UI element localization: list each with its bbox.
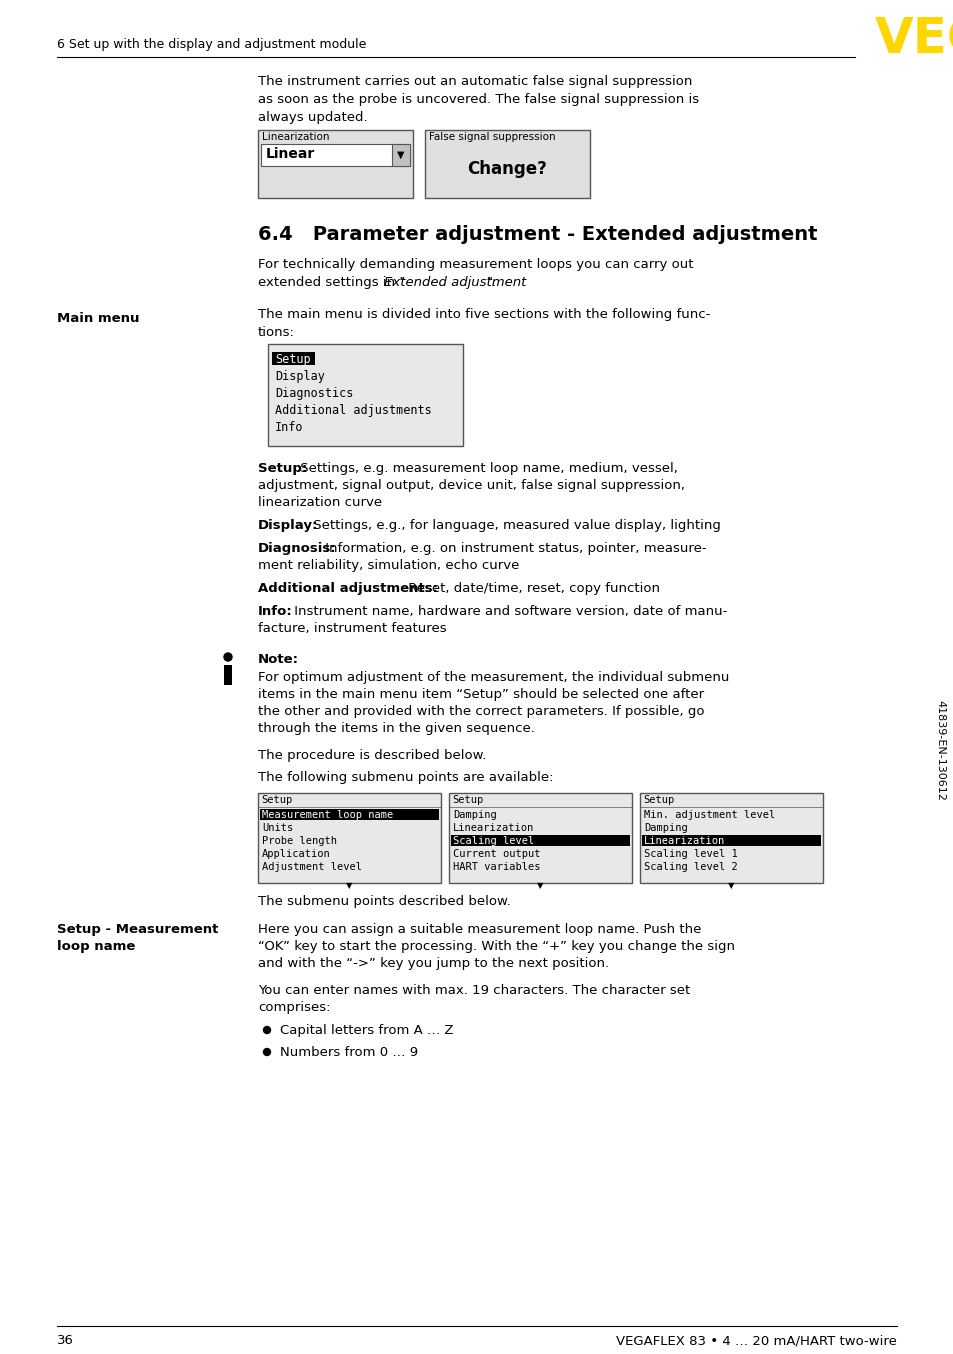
Text: 36: 36 <box>57 1334 73 1347</box>
Bar <box>261 144 410 167</box>
Text: Probe length: Probe length <box>262 835 336 846</box>
Bar <box>257 130 413 198</box>
Text: Linear: Linear <box>266 148 314 161</box>
Text: Setup - Measurement: Setup - Measurement <box>57 923 218 936</box>
Bar <box>224 665 232 685</box>
Circle shape <box>263 1026 271 1033</box>
Text: Damping: Damping <box>643 823 687 833</box>
Bar <box>449 793 631 883</box>
Text: Linearization: Linearization <box>262 131 329 142</box>
Text: ".: ". <box>486 276 497 288</box>
Bar <box>424 130 589 198</box>
Bar <box>268 344 462 445</box>
Text: Linearization: Linearization <box>643 835 724 846</box>
Text: HART variables: HART variables <box>453 862 540 872</box>
Text: Scaling level 1: Scaling level 1 <box>643 849 737 858</box>
Text: facture, instrument features: facture, instrument features <box>257 621 446 635</box>
Text: Application: Application <box>262 849 331 858</box>
Text: Info:: Info: <box>257 605 293 617</box>
Text: tions:: tions: <box>257 326 294 338</box>
Text: VEGA: VEGA <box>874 15 953 64</box>
Text: The submenu points described below.: The submenu points described below. <box>257 895 510 909</box>
Text: Numbers from 0 … 9: Numbers from 0 … 9 <box>280 1047 417 1059</box>
Text: Linearization: Linearization <box>453 823 534 833</box>
Text: Setup:: Setup: <box>257 462 307 475</box>
Text: Diagnostics: Diagnostics <box>274 387 353 399</box>
Text: VEGAFLEX 83 • 4 … 20 mA/HART two-wire: VEGAFLEX 83 • 4 … 20 mA/HART two-wire <box>616 1334 896 1347</box>
Text: 6 Set up with the display and adjustment module: 6 Set up with the display and adjustment… <box>57 38 366 51</box>
Text: comprises:: comprises: <box>257 1001 330 1014</box>
Text: The instrument carries out an automatic false signal suppression: The instrument carries out an automatic … <box>257 74 692 88</box>
Text: False signal suppression: False signal suppression <box>429 131 555 142</box>
Text: Units: Units <box>262 823 293 833</box>
Text: linearization curve: linearization curve <box>257 496 382 509</box>
Text: the other and provided with the correct parameters. If possible, go: the other and provided with the correct … <box>257 705 703 718</box>
Text: Display: Display <box>274 370 325 383</box>
Text: Scaling level 2: Scaling level 2 <box>643 862 737 872</box>
Text: Capital letters from A … Z: Capital letters from A … Z <box>280 1024 453 1037</box>
Text: as soon as the probe is uncovered. The false signal suppression is: as soon as the probe is uncovered. The f… <box>257 93 699 106</box>
Text: “OK” key to start the processing. With the “+” key you change the sign: “OK” key to start the processing. With t… <box>257 940 734 953</box>
Text: For technically demanding measurement loops you can carry out: For technically demanding measurement lo… <box>257 259 693 271</box>
Text: Setup: Setup <box>274 353 311 366</box>
Text: The procedure is described below.: The procedure is described below. <box>257 749 486 762</box>
Text: Setup: Setup <box>642 795 674 806</box>
Text: Damping: Damping <box>453 810 497 821</box>
Text: Note:: Note: <box>257 653 298 666</box>
Text: Information, e.g. on instrument status, pointer, measure-: Information, e.g. on instrument status, … <box>321 542 706 555</box>
Bar <box>260 808 438 821</box>
Text: ▼: ▼ <box>727 881 734 890</box>
Text: Adjustment level: Adjustment level <box>262 862 361 872</box>
Text: Display:: Display: <box>257 519 318 532</box>
Bar <box>641 835 821 846</box>
Text: and with the “->” key you jump to the next position.: and with the “->” key you jump to the ne… <box>257 957 608 969</box>
Text: through the items in the given sequence.: through the items in the given sequence. <box>257 722 535 735</box>
Text: 41839-EN-130612: 41839-EN-130612 <box>934 700 944 800</box>
Text: Settings, e.g., for language, measured value display, lighting: Settings, e.g., for language, measured v… <box>309 519 720 532</box>
Circle shape <box>224 653 232 661</box>
Text: Setup: Setup <box>452 795 483 806</box>
Text: Additional adjustments:: Additional adjustments: <box>257 582 437 594</box>
Text: 6.4   Parameter adjustment - Extended adjustment: 6.4 Parameter adjustment - Extended adju… <box>257 225 817 244</box>
Text: The main menu is divided into five sections with the following func-: The main menu is divided into five secti… <box>257 307 710 321</box>
Text: ▼: ▼ <box>396 150 404 160</box>
Text: ▼: ▼ <box>537 881 542 890</box>
Text: Settings, e.g. measurement loop name, medium, vessel,: Settings, e.g. measurement loop name, me… <box>296 462 678 475</box>
Bar <box>272 352 314 366</box>
Text: Current output: Current output <box>453 849 540 858</box>
Text: You can enter names with max. 19 characters. The character set: You can enter names with max. 19 charact… <box>257 984 690 997</box>
Bar <box>639 793 822 883</box>
Text: The following submenu points are available:: The following submenu points are availab… <box>257 770 553 784</box>
Text: Setup: Setup <box>261 795 292 806</box>
Text: Info: Info <box>274 421 303 435</box>
Text: always updated.: always updated. <box>257 111 367 125</box>
Bar <box>392 144 410 167</box>
Text: Change?: Change? <box>467 160 546 177</box>
Circle shape <box>263 1048 271 1056</box>
Text: Instrument name, hardware and software version, date of manu-: Instrument name, hardware and software v… <box>290 605 726 617</box>
Text: Scaling level: Scaling level <box>453 835 534 846</box>
Text: Measurement loop name: Measurement loop name <box>262 810 393 821</box>
Bar <box>257 793 440 883</box>
Text: Reset, date/time, reset, copy function: Reset, date/time, reset, copy function <box>404 582 659 594</box>
Text: Diagnosis:: Diagnosis: <box>257 542 336 555</box>
Text: Here you can assign a suitable measurement loop name. Push the: Here you can assign a suitable measureme… <box>257 923 700 936</box>
Text: Min. adjustment level: Min. adjustment level <box>643 810 775 821</box>
Text: ment reliability, simulation, echo curve: ment reliability, simulation, echo curve <box>257 559 518 571</box>
Text: ▼: ▼ <box>345 881 352 890</box>
Text: Additional adjustments: Additional adjustments <box>274 403 432 417</box>
Text: extended settings in ": extended settings in " <box>257 276 405 288</box>
Text: For optimum adjustment of the measurement, the individual submenu: For optimum adjustment of the measuremen… <box>257 672 729 684</box>
Text: Main menu: Main menu <box>57 311 139 325</box>
Text: Extended adjustment: Extended adjustment <box>383 276 526 288</box>
Text: items in the main menu item “Setup” should be selected one after: items in the main menu item “Setup” shou… <box>257 688 703 701</box>
Text: loop name: loop name <box>57 940 135 953</box>
Bar <box>451 835 629 846</box>
Text: adjustment, signal output, device unit, false signal suppression,: adjustment, signal output, device unit, … <box>257 479 684 492</box>
